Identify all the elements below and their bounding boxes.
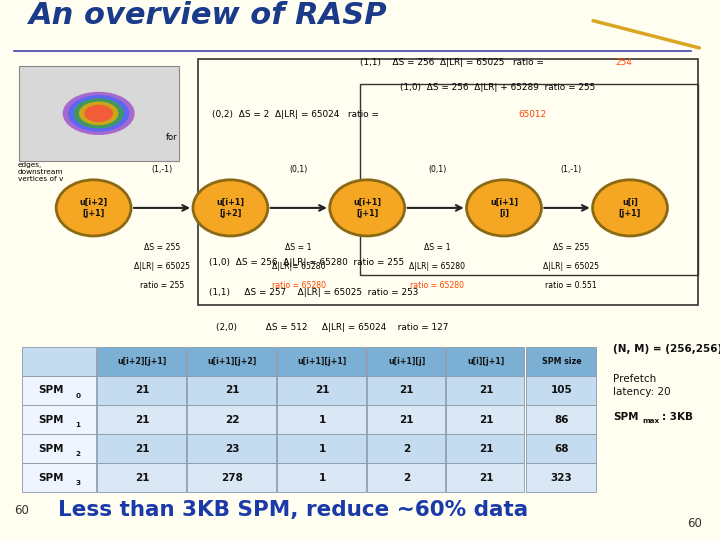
Text: SPM: SPM [38, 415, 63, 424]
FancyBboxPatch shape [22, 434, 96, 463]
FancyBboxPatch shape [446, 463, 524, 492]
Text: ratio = 65280: ratio = 65280 [272, 281, 325, 291]
Text: (2,0)          ΔS = 512     Δ|LR| = 65024    ratio = 127: (2,0) ΔS = 512 Δ|LR| = 65024 ratio = 127 [216, 323, 449, 333]
Ellipse shape [84, 105, 113, 122]
Text: An overview of RASP: An overview of RASP [29, 1, 387, 30]
FancyBboxPatch shape [446, 376, 524, 405]
Text: ΔS = 1: ΔS = 1 [286, 243, 312, 252]
Text: Δ|LR| = 65025: Δ|LR| = 65025 [134, 262, 190, 271]
Text: ratio = 255: ratio = 255 [140, 281, 184, 291]
Text: 21: 21 [315, 386, 330, 395]
Text: 21: 21 [135, 473, 150, 483]
FancyBboxPatch shape [97, 434, 186, 463]
Text: (1,-1): (1,-1) [151, 165, 173, 174]
Text: 21: 21 [225, 386, 240, 395]
Text: 1: 1 [318, 473, 326, 483]
FancyBboxPatch shape [187, 376, 276, 405]
Text: 60: 60 [14, 504, 30, 517]
Text: : 3KB: : 3KB [662, 411, 693, 422]
Text: (1,0)  ΔS = 256  Δ|LR| + 65289  ratio = 255: (1,0) ΔS = 256 Δ|LR| + 65289 ratio = 255 [400, 83, 595, 92]
Text: SPM: SPM [38, 473, 63, 483]
FancyBboxPatch shape [187, 434, 276, 463]
Text: (N, M) = (256,256): (N, M) = (256,256) [613, 344, 720, 354]
FancyBboxPatch shape [277, 405, 366, 434]
Text: u[i+1][j+2]: u[i+1][j+2] [207, 357, 257, 366]
FancyBboxPatch shape [97, 405, 186, 434]
FancyBboxPatch shape [367, 376, 445, 405]
Text: 21: 21 [479, 473, 493, 483]
Ellipse shape [63, 92, 135, 135]
FancyBboxPatch shape [187, 405, 276, 434]
Text: 2: 2 [75, 451, 80, 457]
Text: 1: 1 [75, 422, 80, 428]
Text: u[i+1]
[j+1]: u[i+1] [j+1] [353, 198, 382, 218]
Text: max: max [642, 418, 660, 424]
Text: 21: 21 [479, 386, 493, 395]
Text: 21: 21 [135, 444, 150, 454]
Text: (1,-1): (1,-1) [560, 165, 582, 174]
FancyBboxPatch shape [187, 347, 276, 376]
Text: 65012: 65012 [518, 110, 546, 119]
Text: 1: 1 [318, 444, 326, 454]
Text: Δ|LR| = 65025: Δ|LR| = 65025 [543, 262, 599, 271]
FancyBboxPatch shape [446, 434, 524, 463]
FancyBboxPatch shape [19, 66, 179, 161]
Text: ΔS = 1: ΔS = 1 [424, 243, 450, 252]
Text: edges,
downstream
vertices of v: edges, downstream vertices of v [18, 162, 63, 182]
FancyBboxPatch shape [22, 376, 96, 405]
FancyBboxPatch shape [22, 347, 96, 376]
FancyBboxPatch shape [367, 347, 445, 376]
Text: u[i+1][j+1]: u[i+1][j+1] [297, 357, 347, 366]
Text: 3: 3 [75, 480, 80, 487]
FancyBboxPatch shape [526, 434, 596, 463]
Text: 68: 68 [554, 444, 569, 454]
FancyBboxPatch shape [97, 463, 186, 492]
FancyBboxPatch shape [367, 434, 445, 463]
Text: 21: 21 [135, 386, 150, 395]
Circle shape [467, 180, 541, 236]
Text: u[i]
[j+1]: u[i] [j+1] [618, 198, 642, 218]
Text: u[i+2]
[j+1]: u[i+2] [j+1] [79, 198, 108, 218]
FancyBboxPatch shape [97, 376, 186, 405]
FancyBboxPatch shape [22, 405, 96, 434]
Text: 21: 21 [135, 415, 150, 424]
Text: (1,1)    ΔS = 256  Δ|LR| = 65025   ratio =: (1,1) ΔS = 256 Δ|LR| = 65025 ratio = [360, 58, 546, 67]
Text: SPM size: SPM size [541, 357, 582, 366]
Text: 0: 0 [75, 393, 80, 399]
FancyBboxPatch shape [187, 463, 276, 492]
Ellipse shape [68, 95, 130, 132]
FancyBboxPatch shape [277, 463, 366, 492]
Text: (0,1): (0,1) [289, 165, 308, 174]
Text: Δ|LR|= 65280: Δ|LR|= 65280 [272, 262, 325, 271]
Text: 2: 2 [403, 473, 410, 483]
Text: 21: 21 [400, 386, 414, 395]
Text: 1: 1 [318, 415, 326, 424]
Text: (0,2)  ΔS = 2  Δ|LR| = 65024   ratio =: (0,2) ΔS = 2 Δ|LR| = 65024 ratio = [212, 110, 382, 119]
Text: u[i+1][j]: u[i+1][j] [388, 357, 426, 366]
Text: ΔS = 255: ΔS = 255 [553, 243, 589, 252]
FancyBboxPatch shape [22, 463, 96, 492]
FancyBboxPatch shape [526, 347, 596, 376]
Text: (1,0)  ΔS = 256  Δ|LR| = 65280  ratio = 255: (1,0) ΔS = 256 Δ|LR| = 65280 ratio = 255 [209, 258, 404, 267]
Text: 21: 21 [400, 415, 414, 424]
Text: Δ|LR| = 65280: Δ|LR| = 65280 [409, 262, 465, 271]
FancyBboxPatch shape [526, 405, 596, 434]
Text: u[i+2][j+1]: u[i+2][j+1] [117, 357, 167, 366]
Text: SPM: SPM [38, 386, 63, 395]
FancyBboxPatch shape [277, 434, 366, 463]
Text: SPM: SPM [38, 444, 63, 454]
Text: 323: 323 [551, 473, 572, 483]
Text: Prefetch: Prefetch [613, 374, 657, 384]
FancyBboxPatch shape [526, 376, 596, 405]
Text: SPM: SPM [613, 411, 639, 422]
FancyBboxPatch shape [367, 405, 445, 434]
FancyBboxPatch shape [446, 347, 524, 376]
Circle shape [193, 180, 268, 236]
Text: 105: 105 [551, 386, 572, 395]
Text: (0,1): (0,1) [428, 165, 446, 174]
Text: 22: 22 [225, 415, 240, 424]
Text: ratio = 0.551: ratio = 0.551 [545, 281, 597, 291]
Text: 2: 2 [403, 444, 410, 454]
Text: 86: 86 [554, 415, 569, 424]
Text: for: for [166, 133, 177, 143]
